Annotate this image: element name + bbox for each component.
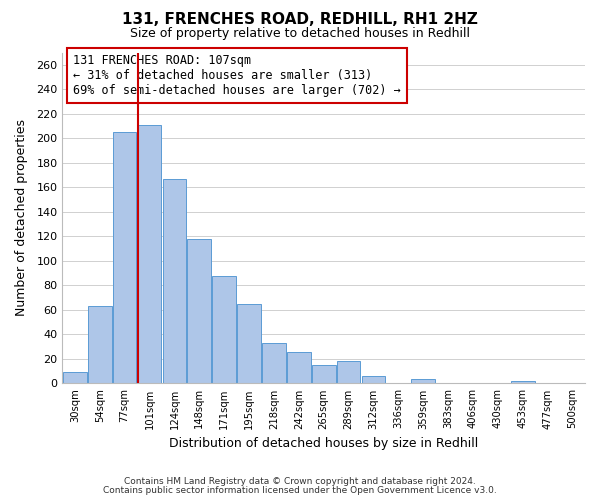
Bar — [412, 378, 435, 384]
Text: 131 FRENCHES ROAD: 107sqm
← 31% of detached houses are smaller (313)
69% of semi: 131 FRENCHES ROAD: 107sqm ← 31% of detac… — [73, 54, 401, 97]
Text: Size of property relative to detached houses in Redhill: Size of property relative to detached ho… — [130, 28, 470, 40]
Text: 131, FRENCHES ROAD, REDHILL, RH1 2HZ: 131, FRENCHES ROAD, REDHILL, RH1 2HZ — [122, 12, 478, 28]
Bar — [163, 178, 186, 384]
Bar — [212, 276, 236, 384]
Text: Contains public sector information licensed under the Open Government Licence v3: Contains public sector information licen… — [103, 486, 497, 495]
Bar — [113, 132, 136, 384]
X-axis label: Distribution of detached houses by size in Redhill: Distribution of detached houses by size … — [169, 437, 478, 450]
Bar — [511, 381, 535, 384]
Bar — [138, 125, 161, 384]
Bar — [362, 376, 385, 384]
Y-axis label: Number of detached properties: Number of detached properties — [15, 120, 28, 316]
Bar — [237, 304, 261, 384]
Bar — [187, 239, 211, 384]
Bar — [287, 352, 311, 384]
Bar — [312, 365, 335, 384]
Text: Contains HM Land Registry data © Crown copyright and database right 2024.: Contains HM Land Registry data © Crown c… — [124, 477, 476, 486]
Bar — [262, 343, 286, 384]
Bar — [63, 372, 87, 384]
Bar — [337, 362, 361, 384]
Bar — [88, 306, 112, 384]
